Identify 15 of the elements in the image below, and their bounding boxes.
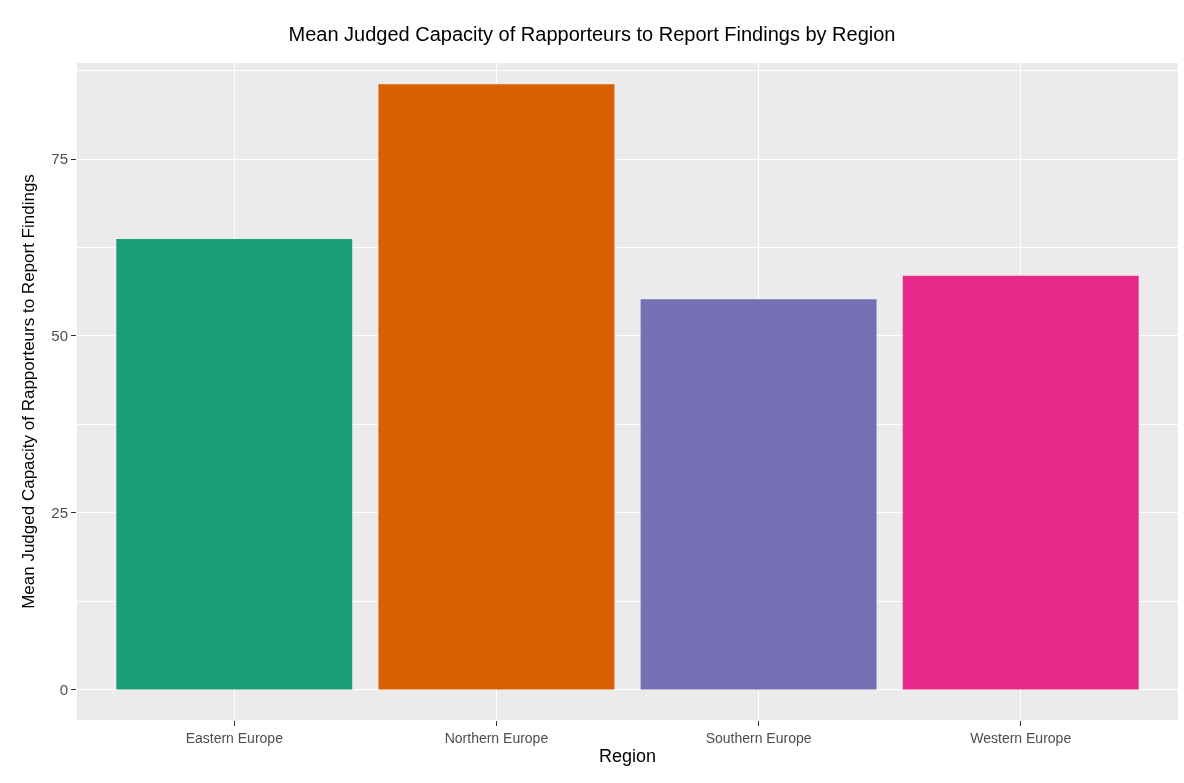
x-axis-title: Region xyxy=(598,745,657,766)
x-tick-label: Western Europe xyxy=(970,729,1072,746)
y-axis-title: Mean Judged Capacity of Rapporteurs to Report Findings xyxy=(18,174,38,609)
chart-title: Mean Judged Capacity of Rapporteurs to Report Findings by Region xyxy=(288,23,896,46)
y-tick-label: 50 xyxy=(51,327,68,345)
bar xyxy=(378,84,615,690)
y-tick-label: 75 xyxy=(51,150,68,168)
x-tick-label: Southern Europe xyxy=(705,729,812,746)
y-tick-label: 25 xyxy=(51,504,68,522)
bar xyxy=(640,299,877,690)
y-tick-label: 0 xyxy=(59,680,68,698)
x-tick-label: Eastern Europe xyxy=(185,729,284,746)
x-tick-label: Northern Europe xyxy=(444,729,549,746)
bar xyxy=(116,239,353,690)
bar xyxy=(902,275,1139,690)
